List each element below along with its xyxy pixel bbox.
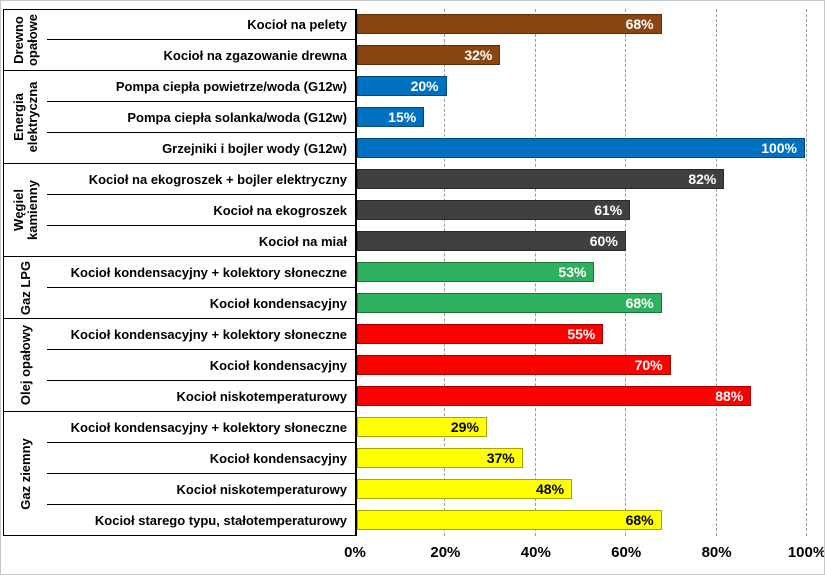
- group-cell-5: Gaz ziemny: [3, 412, 47, 536]
- bar: 53%: [357, 262, 595, 282]
- y-axis-line: [355, 9, 357, 536]
- bar: 60%: [357, 231, 626, 251]
- bar-cell: 53%: [355, 257, 807, 288]
- bar: 48%: [357, 479, 573, 499]
- bar: 68%: [357, 510, 662, 530]
- bar-cell: 20%: [355, 71, 807, 102]
- bar-cell: 70%: [355, 350, 807, 381]
- bar-cell: 68%: [355, 288, 807, 319]
- bar-cell: 48%: [355, 474, 807, 505]
- row-label: Kocioł na ekogroszek + bojler elektryczn…: [47, 164, 355, 195]
- x-tick-label: 100%: [787, 544, 825, 561]
- bar: 29%: [357, 417, 487, 437]
- group-cell-2: Węgiel kamienny: [3, 164, 47, 257]
- bar: 68%: [357, 293, 662, 313]
- row-label: Grzejniki i bojler wody (G12w): [47, 133, 355, 164]
- bar-cell: 55%: [355, 319, 807, 350]
- bar: 15%: [357, 107, 425, 127]
- gridline: [625, 9, 627, 536]
- row-label: Kocioł kondensacyjny: [47, 443, 355, 474]
- x-tick-label: 60%: [611, 544, 642, 561]
- bar: 100%: [357, 138, 805, 158]
- x-tick-label: 40%: [520, 544, 551, 561]
- row-label: Kocioł kondensacyjny: [47, 288, 355, 319]
- row-label: Kocioł kondensacyjny + kolektory słonecz…: [47, 412, 355, 443]
- bar-cell: 100%: [355, 133, 807, 164]
- row-label: Kocioł kondensacyjny + kolektory słonecz…: [47, 257, 355, 288]
- chart-grid: Drewno opałowe Kocioł na pelety 68% Kocioł …: [3, 9, 807, 536]
- group-label: Drewno opałowe: [10, 14, 40, 67]
- bar-cell: 60%: [355, 226, 807, 257]
- gridline: [806, 9, 807, 536]
- bar: 55%: [357, 324, 604, 344]
- row-label: Kocioł kondensacyjny + kolektory słonecz…: [47, 319, 355, 350]
- group-label: Energia elektryczna: [10, 81, 40, 153]
- row-label: Pompa ciepła powietrze/woda (G12w): [47, 71, 355, 102]
- bar: 37%: [357, 448, 523, 468]
- row-label: Kocioł na zgazowanie drewna: [47, 40, 355, 71]
- bar-cell: 37%: [355, 443, 807, 474]
- group-cell-3: Gaz LPG: [3, 257, 47, 319]
- row-label: Pompa ciepła solanka/woda (G12w): [47, 102, 355, 133]
- x-tick-label: 20%: [430, 544, 461, 561]
- bar: 82%: [357, 169, 725, 189]
- x-axis: 0% 20% 40% 60% 80% 100%: [344, 544, 824, 568]
- bar-cell: 29%: [355, 412, 807, 443]
- x-tick-label: 80%: [701, 544, 732, 561]
- bar: 20%: [357, 76, 447, 96]
- group-label: Gaz ziemny: [17, 437, 33, 510]
- bar-cell: 32%: [355, 40, 807, 71]
- bar: 70%: [357, 355, 671, 375]
- bar: 32%: [357, 45, 501, 65]
- group-cell-1: Energia elektryczna: [3, 71, 47, 164]
- gridline: [715, 9, 717, 536]
- row-label: Kocioł niskotemperaturowy: [47, 474, 355, 505]
- group-cell-4: Olej opałowy: [3, 319, 47, 412]
- bar: 88%: [357, 386, 752, 406]
- bar: 61%: [357, 200, 631, 220]
- group-label: Węgiel kamienny: [10, 180, 40, 240]
- bar-cell: 82%: [355, 164, 807, 195]
- row-label: Kocioł starego typu, stałotemperaturowy: [47, 505, 355, 536]
- row-label: Kocioł na miał: [47, 226, 355, 257]
- group-label: Olej opałowy: [17, 324, 33, 406]
- row-label: Kocioł niskotemperaturowy: [47, 381, 355, 412]
- row-label: Kocioł kondensacyjny: [47, 350, 355, 381]
- group-cell-0: Drewno opałowe: [3, 9, 47, 71]
- row-label: Kocioł na ekogroszek: [47, 195, 355, 226]
- bar-cell: 15%: [355, 102, 807, 133]
- x-tick-label: 0%: [344, 544, 366, 561]
- group-label: Gaz LPG: [17, 260, 33, 315]
- row-label: Kocioł na pelety: [47, 9, 355, 40]
- bar-cell: 88%: [355, 381, 807, 412]
- bar-cell: 68%: [355, 9, 807, 40]
- bar-cell: 61%: [355, 195, 807, 226]
- bar-cell: 68%: [355, 505, 807, 536]
- bar: 68%: [357, 14, 662, 34]
